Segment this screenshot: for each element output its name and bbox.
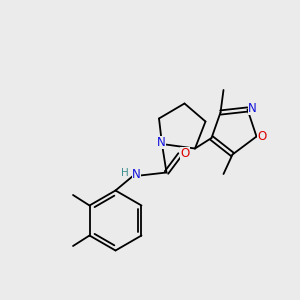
Text: O: O [181,147,190,161]
Text: N: N [248,101,257,115]
Text: N: N [157,136,166,149]
Text: O: O [257,130,266,143]
Text: N: N [132,167,141,181]
Text: H: H [121,168,129,178]
